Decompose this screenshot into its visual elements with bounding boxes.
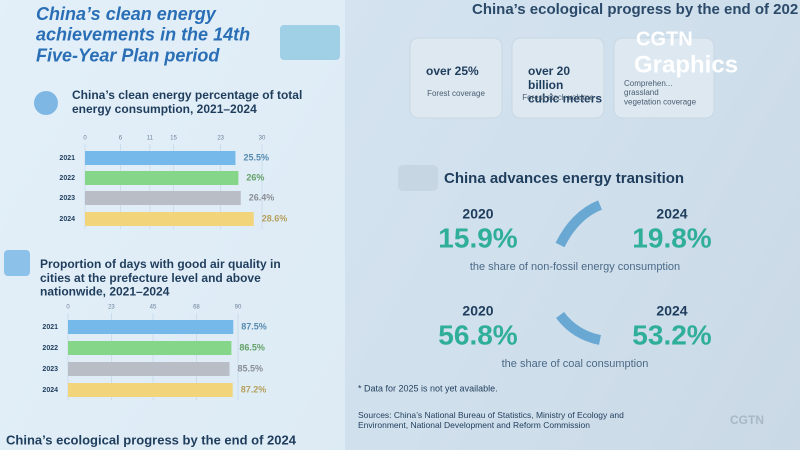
value-label: 28.6%	[262, 213, 288, 223]
y-tick-label: 2022	[59, 175, 75, 182]
icon	[398, 165, 438, 191]
chart-title: over 25%	[426, 64, 479, 78]
big-number: 53.2%	[632, 319, 711, 350]
big-number: 19.8%	[632, 222, 711, 253]
illustration	[280, 25, 340, 60]
logo: Graphics	[634, 51, 738, 78]
chart-title: China’s clean energy percentage of total…	[72, 88, 302, 116]
card-label: Forest stock volume	[522, 93, 594, 102]
x-tick-label: 23	[108, 305, 115, 311]
chart-title: over 20 billion cubic meters	[528, 64, 602, 106]
x-tick-label: 11	[147, 136, 154, 142]
bar	[85, 171, 239, 185]
watermark: CGTN	[730, 413, 764, 427]
x-tick-label: 30	[259, 136, 266, 142]
card-label: Forest coverage	[427, 89, 485, 98]
y-tick-label: 2021	[42, 324, 58, 331]
big-number: 56.8%	[438, 319, 517, 350]
footer-title: China’s ecological progress by the end o…	[6, 432, 297, 447]
x-tick-label: 90	[235, 305, 242, 311]
big-number: 15.9%	[438, 222, 517, 253]
arrow	[556, 311, 602, 345]
chart-title: Proportion of days with good air quality…	[40, 257, 281, 299]
note: * Data for 2025 is not yet available.	[358, 383, 498, 393]
y-tick-label: 2023	[42, 366, 58, 373]
value-label: 26%	[246, 172, 264, 182]
x-tick-label: 6	[119, 136, 123, 142]
sources: Sources: China’s National Bureau of Stat…	[358, 410, 624, 430]
bar	[68, 320, 234, 334]
x-tick-label: 0	[66, 305, 70, 311]
metric-label: the share of coal consumption	[502, 358, 649, 370]
bar	[85, 151, 236, 165]
card	[511, 37, 605, 119]
year: 2020	[462, 206, 493, 222]
bar	[85, 191, 241, 205]
x-tick-label: 45	[150, 305, 157, 311]
bar	[68, 383, 233, 397]
section-title: China’s ecological progress by the end o…	[472, 1, 798, 18]
card	[409, 37, 503, 119]
arrow	[555, 200, 603, 248]
bar	[68, 341, 232, 355]
icon	[4, 250, 30, 276]
value-label: 85.5%	[238, 363, 264, 373]
value-label: 87.2%	[241, 384, 267, 394]
icon	[34, 91, 58, 115]
x-tick-label: 0	[83, 136, 87, 142]
x-tick-label: 15	[170, 136, 177, 142]
year: 2024	[656, 303, 687, 319]
y-tick-label: 2021	[59, 155, 75, 162]
value-label: 87.5%	[241, 321, 267, 331]
year: 2024	[656, 206, 687, 222]
section-title: China advances energy transition	[444, 170, 684, 187]
y-tick-label: 2024	[59, 216, 75, 223]
x-tick-label: 23	[217, 136, 224, 142]
chart-title: Comprehen... grassland vegetation coverage	[624, 79, 697, 106]
value-label: 26.4%	[249, 192, 275, 202]
card	[613, 37, 715, 119]
chart-title: China’s clean energy achievements in the …	[36, 4, 250, 65]
value-label: 25.5%	[243, 152, 269, 162]
y-tick-label: 2024	[42, 387, 58, 394]
value-label: 86.5%	[239, 342, 265, 352]
logo: CGTN	[636, 28, 693, 50]
bar	[68, 362, 230, 376]
x-tick-label: 68	[193, 305, 200, 311]
y-tick-label: 2022	[42, 345, 58, 352]
year: 2020	[462, 303, 493, 319]
metric-label: the share of non-fossil energy consumpti…	[470, 261, 680, 273]
y-tick-label: 2023	[59, 195, 75, 202]
bar	[85, 212, 254, 226]
